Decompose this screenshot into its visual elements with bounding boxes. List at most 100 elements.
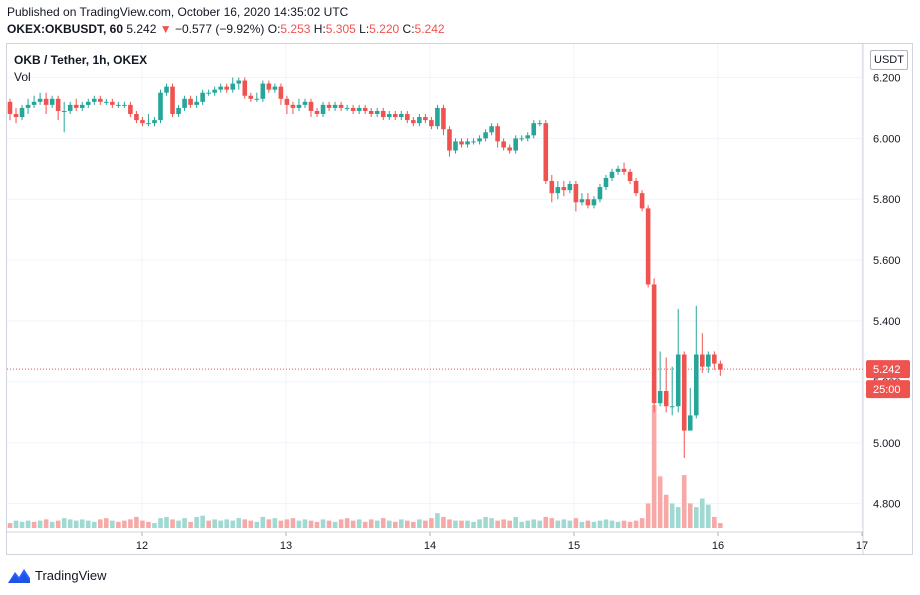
low-label: L:	[359, 22, 370, 36]
volume-bar	[110, 520, 115, 528]
volume-bar	[453, 520, 458, 528]
volume-bar	[116, 521, 121, 528]
candle-body	[567, 184, 573, 191]
candle-body	[706, 354, 711, 367]
x-tick-label: 12	[136, 540, 148, 552]
candle-body	[158, 92, 163, 121]
candle-body	[417, 117, 422, 124]
candle-body	[501, 141, 506, 148]
volume-bar	[447, 519, 452, 528]
x-tick-label: 16	[712, 540, 724, 552]
volume-bar	[429, 518, 434, 528]
candle-body	[411, 120, 416, 124]
candle-body	[405, 114, 410, 121]
candle-body	[477, 138, 482, 142]
volume-bar	[585, 520, 591, 528]
volume-bar	[302, 519, 308, 528]
candle-body	[164, 86, 169, 93]
volume-bar	[284, 519, 290, 528]
volume-bar	[152, 523, 157, 528]
volume-legend[interactable]: Vol	[14, 70, 31, 84]
candle-body	[254, 98, 260, 100]
high-label: H:	[313, 22, 326, 36]
volume-bar	[700, 498, 705, 528]
volume-bar	[687, 503, 693, 528]
chart-frame[interactable]	[6, 43, 913, 555]
volume-bar	[170, 519, 175, 528]
volume-bar	[537, 520, 543, 528]
volume-bar	[98, 519, 103, 528]
candle-body	[284, 98, 290, 105]
candle-body	[681, 354, 687, 431]
candle-body	[507, 147, 512, 151]
candle-body	[356, 107, 362, 111]
candle-body	[621, 168, 627, 172]
volume-bar	[200, 515, 205, 528]
volume-bar	[549, 518, 555, 528]
volume-bar	[519, 521, 524, 528]
y-tick-label: 5.600	[873, 255, 901, 267]
candle-body	[200, 92, 205, 102]
x-tick-label: 14	[424, 540, 436, 552]
candle-body	[423, 117, 428, 121]
tradingview-logo[interactable]: TradingView	[8, 568, 107, 583]
volume-bar	[392, 521, 398, 528]
symbol-name[interactable]: OKEX:OKBUSDT, 60	[7, 22, 124, 36]
volume-bar	[423, 520, 428, 528]
volume-bar	[374, 520, 380, 528]
countdown-tag: 25:00	[866, 380, 910, 399]
volume-bar	[531, 519, 537, 528]
candle-body	[693, 354, 699, 416]
last-price: 5.242	[126, 22, 157, 36]
candle-body	[146, 123, 151, 125]
volume-bar	[489, 518, 494, 528]
candle-body	[603, 177, 609, 188]
candle-body	[561, 187, 567, 191]
close-value: 5.242	[414, 22, 445, 36]
open-label: O:	[267, 22, 281, 36]
y-tick-label: 5.000	[873, 438, 901, 450]
volume-bar	[61, 518, 67, 528]
candle-body	[13, 114, 19, 118]
y-tick-label: 6.000	[873, 133, 901, 145]
volume-bar	[25, 520, 31, 528]
candle-body	[435, 107, 440, 127]
volume-bar	[663, 494, 669, 528]
candle-body	[170, 86, 175, 115]
volume-bar	[477, 519, 482, 528]
candle-body	[362, 107, 368, 111]
volume-bar	[332, 521, 338, 528]
currency-badge[interactable]: USDT	[870, 50, 908, 70]
candle-body	[140, 120, 145, 124]
candle-body	[669, 406, 675, 408]
candle-body	[218, 86, 223, 90]
candle-body	[122, 104, 127, 106]
candle-body	[116, 104, 121, 106]
volume-bar	[417, 519, 422, 528]
candle-body	[453, 141, 458, 151]
x-tick-label: 15	[568, 540, 580, 552]
volume-bar	[254, 521, 260, 528]
candle-body	[212, 89, 217, 93]
candle-body	[537, 123, 543, 125]
volume-bar	[43, 519, 49, 528]
volume-bar	[212, 519, 217, 528]
candle-body	[260, 83, 266, 99]
high-value: 5.305	[325, 22, 356, 36]
candle-body	[326, 104, 332, 108]
candle-body	[272, 86, 278, 90]
volume-bar	[495, 520, 500, 528]
chart-legend-title[interactable]: OKB / Tether, 1h, OKEX	[14, 53, 148, 67]
volume-bar	[326, 520, 332, 528]
volume-bar	[290, 518, 296, 528]
candle-body	[188, 98, 193, 105]
candle-body	[633, 180, 639, 194]
candle-body	[374, 110, 380, 115]
volume-bar	[314, 521, 320, 528]
candle-body	[236, 80, 242, 84]
volume-bar	[633, 520, 639, 528]
candle-body	[639, 193, 645, 209]
volume-bar	[567, 520, 573, 528]
candle-body	[338, 104, 344, 108]
